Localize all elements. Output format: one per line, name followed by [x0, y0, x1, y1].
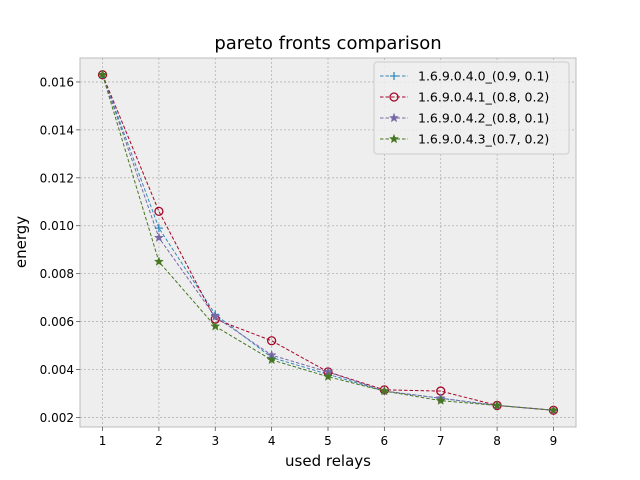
y-tick-label: 0.002 [40, 411, 74, 425]
x-tick-label: 2 [155, 434, 163, 448]
data-point-star [97, 69, 108, 80]
series-3 [97, 69, 559, 415]
x-tick-label: 3 [211, 434, 219, 448]
x-tick-label: 9 [550, 434, 558, 448]
x-axis-label: used relays [285, 452, 371, 470]
series-line [102, 74, 554, 411]
legend-item: 1.6.9.0.4.3_(0.7, 0.2) [380, 132, 549, 147]
x-tick-label: 8 [493, 434, 501, 448]
legend-item: 1.6.9.0.4.0_(0.9, 0.1) [380, 69, 549, 84]
data-point-circle [389, 92, 399, 102]
x-tick-label: 5 [324, 434, 332, 448]
y-tick-label: 0.016 [40, 75, 74, 89]
series-layer [97, 69, 559, 415]
x-tick-label: 7 [437, 434, 445, 448]
data-point-star [435, 395, 446, 405]
y-tick-label: 0.006 [40, 315, 74, 329]
legend-label: 1.6.9.0.4.1_(0.8, 0.2) [418, 90, 549, 105]
y-tick-label: 0.012 [40, 171, 74, 185]
y-tick-label: 0.004 [40, 363, 74, 377]
data-point-star [388, 112, 400, 123]
y-tick-label: 0.014 [40, 123, 74, 137]
y-tick-label: 0.008 [40, 267, 74, 281]
data-point-star [153, 256, 164, 266]
x-tick-label: 4 [268, 434, 276, 448]
data-point-star [210, 321, 221, 331]
data-point-circle [154, 206, 164, 217]
data-point-star [153, 232, 164, 243]
data-point-circle [266, 336, 277, 346]
data-point-star [266, 354, 277, 365]
legend: 1.6.9.0.4.0_(0.9, 0.1) 1.6.9.0.4.1_(0.8, … [373, 61, 570, 155]
y-axis-label: energy [12, 216, 30, 268]
y-tick-label: 0.010 [40, 219, 74, 233]
ticks: 1 2 3 4 5 6 7 8 9 0.002 0.004 0.006 0.008 0.010 0.012 0… [40, 75, 558, 448]
data-point-plus [154, 224, 163, 233]
legend-label: 1.6.9.0.4.3_(0.7, 0.2) [418, 132, 549, 147]
data-point-star [210, 311, 221, 322]
data-point-star [379, 385, 390, 396]
x-tick-label: 1 [99, 434, 107, 448]
data-point-star [548, 404, 559, 415]
legend-item: 1.6.9.0.4.1_(0.8, 0.2) [380, 90, 549, 105]
data-point-star [322, 371, 334, 381]
data-point-star [492, 400, 503, 410]
chart-title: pareto fronts comparison [214, 33, 441, 54]
data-point-star [388, 133, 400, 144]
legend-label: 1.6.9.0.4.2_(0.8, 0.1) [418, 111, 549, 126]
legend-label: 1.6.9.0.4.0_(0.9, 0.1) [418, 69, 549, 84]
legend-frame [373, 61, 570, 155]
legend-item: 1.6.9.0.4.2_(0.8, 0.1) [380, 111, 549, 126]
series-line [102, 74, 554, 411]
data-point-plus [390, 72, 398, 80]
x-tick-label: 6 [381, 434, 389, 448]
